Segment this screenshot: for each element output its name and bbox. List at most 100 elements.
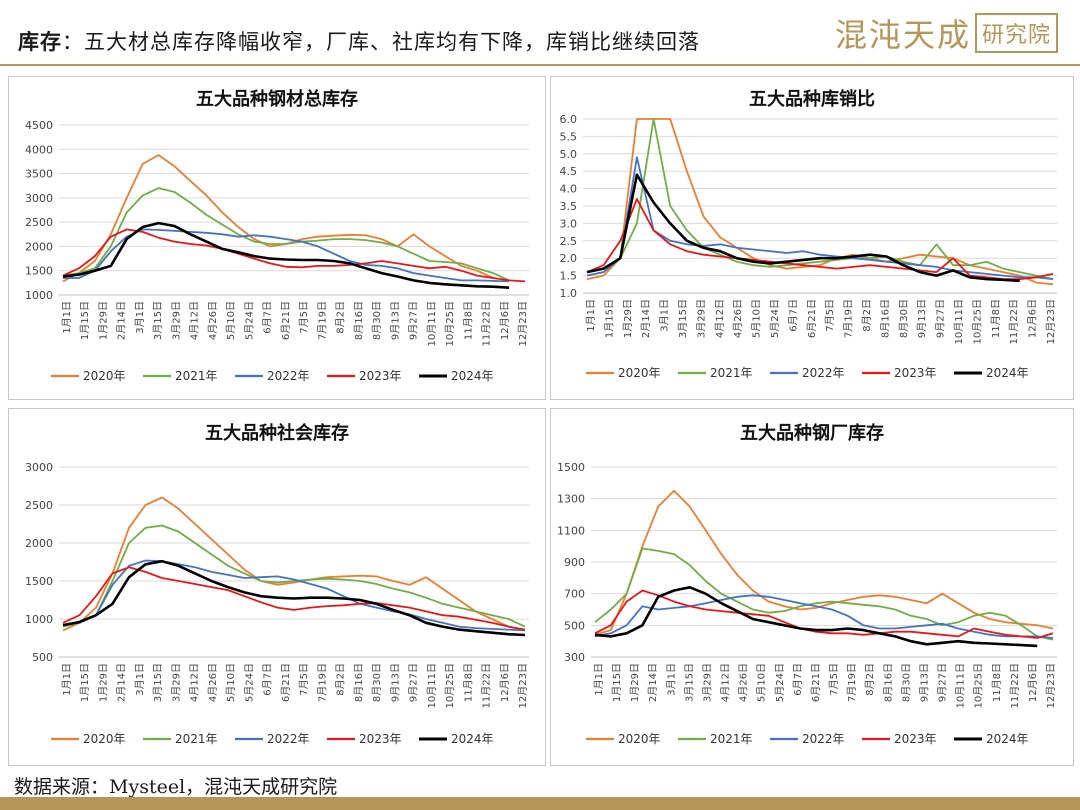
x-tick-label: 10月25日 xyxy=(973,663,985,708)
x-tick-label: 5月24日 xyxy=(774,663,786,702)
x-tick-label: 4月12日 xyxy=(189,663,201,702)
chart-title: 五大品种钢材总库存 xyxy=(196,88,358,110)
x-tick-label: 3月15日 xyxy=(152,663,164,702)
y-tick-label: 4.5 xyxy=(560,165,578,178)
x-tick-label: 4月26日 xyxy=(207,663,219,702)
series-line-2020年 xyxy=(62,154,494,283)
y-tick-label: 4000 xyxy=(25,143,53,156)
x-tick-label: 6月21日 xyxy=(280,301,292,340)
y-tick-label: 5.5 xyxy=(560,130,578,143)
x-tick-label: 10月11日 xyxy=(426,663,438,708)
x-tick-label: 3月29日 xyxy=(170,301,182,340)
chart-panel-total-inventory: 五大品种钢材总库存 1000 1500 2000 2500 3000 3500 4000 450… xyxy=(8,76,546,400)
legend-label: 2020年 xyxy=(618,732,661,746)
x-tick-label: 5月10日 xyxy=(756,663,768,702)
legend-label: 2021年 xyxy=(175,732,218,746)
y-tick-label: 1000 xyxy=(25,289,53,302)
x-tick-label: 12月6日 xyxy=(499,301,511,340)
x-tick-label: 8月16日 xyxy=(882,663,894,702)
x-tick-label: 9月27日 xyxy=(408,663,420,702)
legend-label: 2024年 xyxy=(451,369,494,383)
series-line-2022年 xyxy=(586,156,1054,280)
x-tick-label: 7月19日 xyxy=(316,663,328,702)
x-tick-label: 6月7日 xyxy=(262,663,274,696)
series-line-2022年 xyxy=(62,559,526,632)
series-line-2021年 xyxy=(62,524,526,628)
series-line-2024年 xyxy=(594,586,1038,648)
x-tick-label: 2月14日 xyxy=(116,301,128,340)
series-line-2023年 xyxy=(586,198,1054,281)
x-tick-label: 8月30日 xyxy=(371,663,383,702)
x-tick-label: 2月14日 xyxy=(647,663,659,702)
x-tick-label: 4月26日 xyxy=(207,301,219,340)
x-tick-label: 5月10日 xyxy=(225,663,237,702)
x-tick-label: 10月25日 xyxy=(444,663,456,708)
legend-label: 2021年 xyxy=(710,732,753,746)
x-tick-label: 4月12日 xyxy=(714,299,726,338)
x-tick-label: 1月15日 xyxy=(79,663,91,702)
series-line-2024年 xyxy=(62,221,510,289)
y-tick-label: 2500 xyxy=(25,216,53,229)
x-tick-label: 7月5日 xyxy=(298,301,310,334)
x-tick-label: 9月27日 xyxy=(408,301,420,340)
x-tick-label: 11月22日 xyxy=(481,663,493,708)
x-tick-label: 6月7日 xyxy=(792,663,804,696)
x-tick-label: 1月1日 xyxy=(593,663,605,696)
x-tick-label: 6月21日 xyxy=(806,299,818,338)
x-tick-label: 10月11日 xyxy=(953,299,965,344)
legend-label: 2024年 xyxy=(986,366,1029,380)
x-tick-label: 12月23日 xyxy=(517,663,529,708)
x-tick-label: 10月11日 xyxy=(426,301,438,346)
series-line-2023年 xyxy=(62,228,526,283)
x-tick-label: 7月5日 xyxy=(298,663,310,696)
x-tick-label: 6月7日 xyxy=(262,301,274,334)
x-tick-label: 3月1日 xyxy=(665,663,677,696)
x-tick-label: 4月12日 xyxy=(189,301,201,340)
x-tick-label: 7月19日 xyxy=(846,663,858,702)
x-tick-label: 3月15日 xyxy=(152,301,164,340)
x-tick-label: 1月29日 xyxy=(97,301,109,340)
x-tick-label: 7月19日 xyxy=(316,301,328,340)
chart-panel-social-inventory: 五大品种社会库存 500 1000 1500 2000 2500 3000 1月1日 1月15日… xyxy=(8,408,546,766)
footer-bar xyxy=(0,797,1080,810)
y-tick-label: 3000 xyxy=(25,192,53,205)
series-line-2024年 xyxy=(586,173,1020,283)
x-tick-label: 12月23日 xyxy=(517,301,529,346)
y-tick-label: 300 xyxy=(564,651,585,664)
x-tick-label: 10月25日 xyxy=(971,299,983,344)
x-tick-label: 9月13日 xyxy=(918,663,930,702)
chart-panel-mill-inventory: 五大品种钢厂库存 300 500 700 900 1100 1300 1500 1月1日 1月15… xyxy=(550,408,1074,766)
x-tick-label: 8月30日 xyxy=(900,663,912,702)
x-tick-label: 11月22日 xyxy=(481,301,493,346)
x-tick-label: 6月21日 xyxy=(280,663,292,702)
series-line-2020年 xyxy=(594,489,1054,636)
x-tick-label: 8月2日 xyxy=(335,663,347,696)
chart-svg-2: 五大品种社会库存 500 1000 1500 2000 2500 3000 1月1日 1月15日… xyxy=(25,422,529,746)
x-tick-label: 11月22日 xyxy=(1009,663,1021,708)
x-tick-label: 8月2日 xyxy=(335,301,347,334)
chart-title: 五大品种社会库存 xyxy=(205,422,349,444)
x-tick-label: 6月21日 xyxy=(810,663,822,702)
legend-label: 2020年 xyxy=(83,369,126,383)
x-tick-label: 1月29日 xyxy=(97,663,109,702)
x-tick-label: 3月29日 xyxy=(701,663,713,702)
brand-name: 混沌天成 xyxy=(834,16,971,54)
legend-label: 2024年 xyxy=(451,732,494,746)
y-tick-label: 1100 xyxy=(557,524,585,537)
x-tick-label: 3月1日 xyxy=(134,301,146,334)
y-tick-label: 2000 xyxy=(25,240,53,253)
chart-svg-0: 五大品种钢材总库存 1000 1500 2000 2500 3000 3500 4000 450… xyxy=(25,88,529,383)
x-tick-label: 11月8日 xyxy=(462,663,474,702)
y-tick-label: 4.0 xyxy=(560,183,578,196)
page-title: 库存：五大材总库存降幅收窄，厂库、社库均有下降，库销比继续回落 xyxy=(18,26,700,56)
legend-label: 2022年 xyxy=(802,366,845,380)
series-line-2021年 xyxy=(62,187,510,282)
y-tick-label: 1.0 xyxy=(560,287,578,300)
chart-title: 五大品种钢厂库存 xyxy=(740,422,884,444)
legend-label: 2024年 xyxy=(986,732,1029,746)
x-tick-label: 2月14日 xyxy=(640,299,652,338)
brand-box: 研究院 xyxy=(974,13,1058,53)
x-tick-label: 3月15日 xyxy=(683,663,695,702)
series-line-2023年 xyxy=(62,566,526,631)
x-tick-label: 5月24日 xyxy=(769,299,781,338)
